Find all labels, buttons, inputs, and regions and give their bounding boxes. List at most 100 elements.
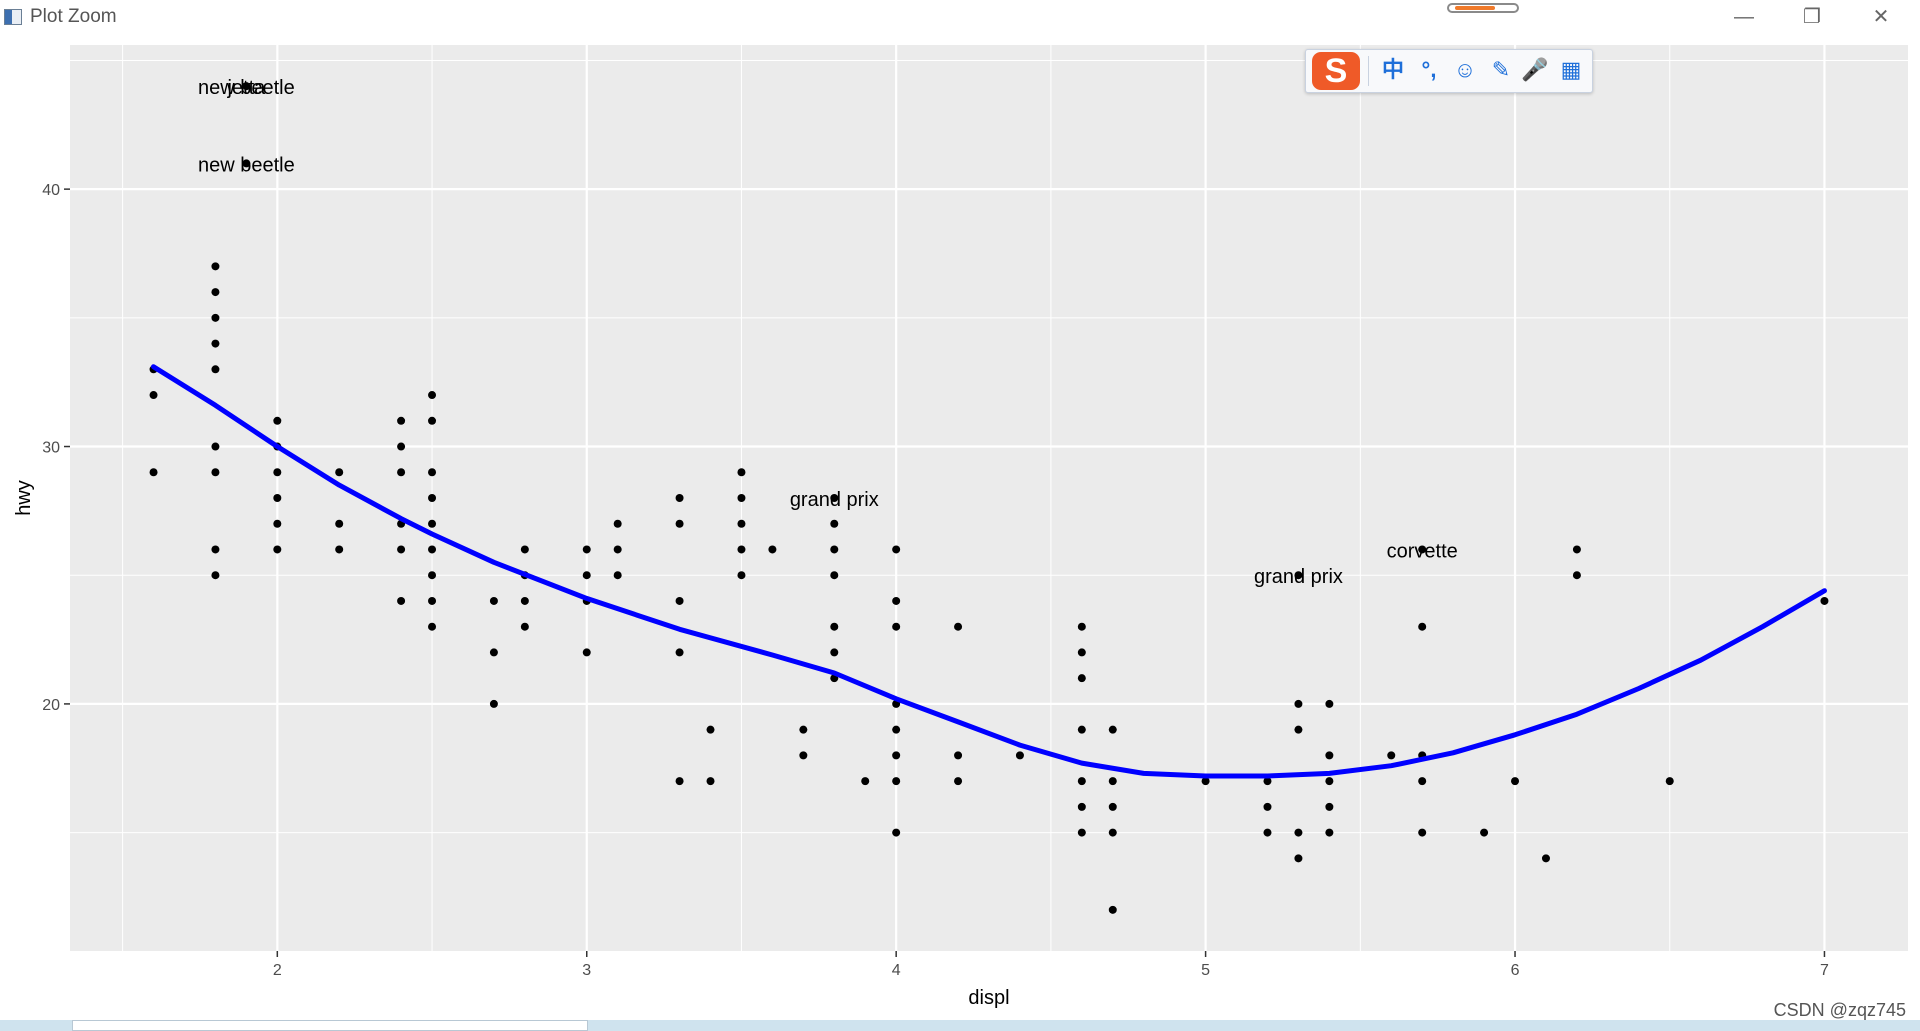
data-point [520,622,529,631]
data-point [1077,777,1086,786]
data-point [397,468,406,477]
data-point [675,494,684,502]
scroll-thumb[interactable] [1455,6,1495,10]
data-point [428,391,437,400]
data-point [799,725,808,734]
data-point [613,571,622,580]
data-point [1294,571,1303,580]
data-point [613,519,622,528]
data-point [1077,725,1086,734]
data-point [1387,751,1396,760]
point-annotation: corvette [1387,540,1458,562]
data-point [273,519,282,528]
data-point [799,751,808,760]
data-point [706,725,715,734]
data-point [1572,571,1581,580]
data-point [737,571,746,580]
restore-icon[interactable]: ❐ [1803,6,1821,28]
data-point [335,468,344,477]
data-point [273,468,282,477]
emoji-icon[interactable]: ☺ [1453,57,1477,82]
data-point [830,519,839,528]
microphone-icon[interactable]: 🎤 [1521,57,1549,82]
data-point [892,725,901,734]
data-point [428,596,437,605]
x-tick-label: 6 [1511,962,1520,979]
data-point [1077,648,1086,657]
data-point [830,571,839,580]
data-point [1325,777,1334,786]
x-tick-label: 3 [582,962,591,979]
y-tick-label: 20 [42,697,60,714]
data-point [1572,545,1581,554]
data-point [520,545,529,554]
y-axis-label: hwy [13,480,35,516]
grid-lines [70,45,1908,951]
x-tick-label: 4 [892,962,901,979]
data-point [242,82,251,91]
data-point [892,751,901,760]
x-axis-label: displ [968,987,1009,1009]
data-point [1418,828,1427,837]
ime-divider [1368,56,1369,86]
data-point [1820,596,1829,605]
point-annotation: jetta [226,77,266,99]
punctuation-icon[interactable]: °, [1421,57,1437,82]
data-point [273,416,282,425]
data-point [1077,802,1086,811]
data-point [1077,622,1086,631]
data-point [675,648,684,657]
data-point [428,519,437,528]
data-point [675,519,684,528]
app-icon [4,9,22,25]
data-point [1480,828,1489,837]
data-point [675,596,684,605]
pen-icon[interactable]: ✎ [1491,57,1511,82]
data-point [335,519,344,528]
data-point [1077,674,1086,683]
taskbar-window-slot[interactable] [72,1020,588,1031]
data-point [892,622,901,631]
y-tick-label: 30 [42,440,60,457]
data-point [211,339,220,348]
data-point [830,622,839,631]
point-annotation: new beetle [198,154,295,176]
data-point [428,571,437,580]
taskbar [0,1020,1920,1031]
sogou-logo-icon[interactable]: S [1312,52,1360,90]
data-point [1294,725,1303,734]
data-point [892,828,901,837]
data-point [1294,699,1303,708]
data-point [1665,777,1674,786]
data-point [1325,699,1334,708]
data-point [1108,828,1117,837]
data-point [1325,828,1334,837]
data-point [397,545,406,554]
data-point [1325,751,1334,760]
minimize-icon[interactable]: — [1734,6,1754,28]
data-point [892,777,901,786]
data-point [954,751,963,760]
smooth-line [151,364,1827,779]
chinese-mode-icon[interactable]: 中 [1381,57,1404,82]
data-point [1294,854,1303,863]
data-point [211,442,220,451]
data-point [428,545,437,554]
data-point [428,416,437,425]
data-point [582,648,591,657]
data-point [737,545,746,554]
data-point [830,648,839,657]
x-tick-label: 5 [1201,962,1210,979]
data-point [273,494,282,502]
toolbox-grid-icon[interactable]: ▦ [1560,57,1582,82]
data-point [1418,545,1427,554]
scroll-indicator[interactable] [1447,3,1519,13]
data-point [1418,777,1427,786]
data-point [489,596,498,605]
close-icon[interactable]: ✕ [1872,6,1890,28]
data-point [582,571,591,580]
x-tick-label: 7 [1820,962,1829,979]
data-point [613,545,622,554]
point-annotation: grand prix [790,489,879,511]
